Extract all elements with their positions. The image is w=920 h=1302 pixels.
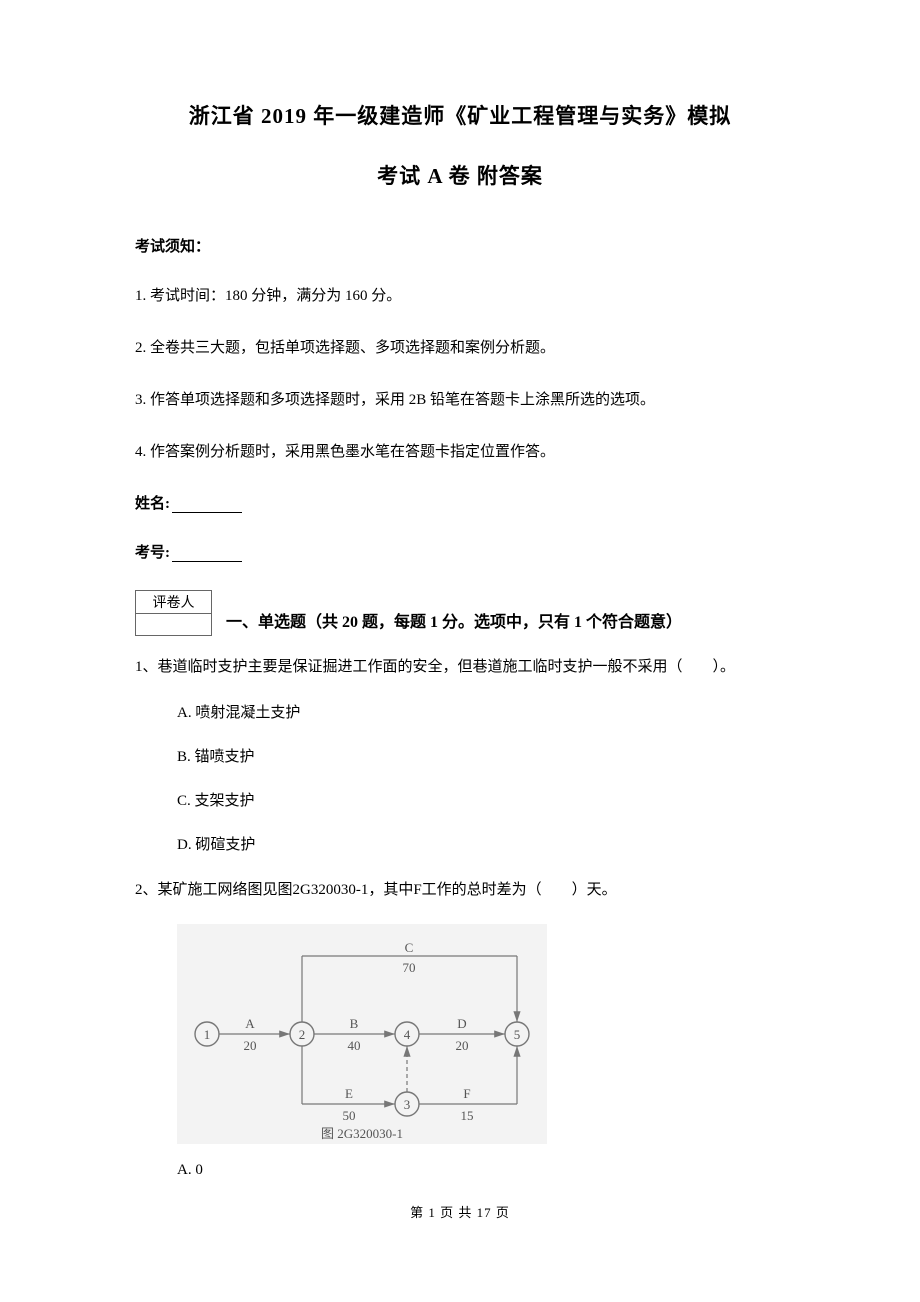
notice-item-1: 1. 考试时间：180 分钟，满分为 160 分。: [135, 284, 785, 308]
edge-d-value: 20: [456, 1038, 469, 1053]
q2-stem: 2、某矿施工网络图见图2G320030-1，其中F工作的总时差为（ ）天。: [135, 877, 785, 904]
section-1-row: 评卷人 一、单选题（共 20 题，每题 1 分。选项中，只有 1 个符合题意）: [135, 590, 785, 636]
grader-box: 评卷人: [135, 590, 212, 636]
edge-a-value: 20: [244, 1038, 257, 1053]
edge-f-label: F: [463, 1086, 470, 1101]
q1-option-c: C. 支架支护: [177, 789, 785, 813]
id-underline: [172, 561, 242, 562]
grader-label: 评卷人: [136, 591, 212, 614]
q2-network-diagram: C 70 A 20 B 40 D 20 E 50 F 15: [177, 924, 547, 1144]
section-1-heading: 一、单选题（共 20 题，每题 1 分。选项中，只有 1 个符合题意）: [226, 610, 682, 636]
node-2-label: 2: [299, 1027, 306, 1042]
notice-item-4: 4. 作答案例分析题时，采用黑色墨水笔在答题卡指定位置作答。: [135, 440, 785, 464]
q1-option-d: D. 砌碹支护: [177, 833, 785, 857]
edge-c-label: C: [405, 940, 414, 955]
edge-d-label: D: [457, 1016, 466, 1031]
node-1-label: 1: [204, 1027, 211, 1042]
name-label: 姓名:: [135, 496, 170, 512]
edge-a-label: A: [245, 1016, 255, 1031]
doc-subtitle: 考试 A 卷 附答案: [135, 160, 785, 190]
page-footer: 第 1 页 共 17 页: [135, 1202, 785, 1221]
grader-empty-cell: [136, 614, 212, 636]
q1-option-b: B. 锚喷支护: [177, 745, 785, 769]
name-underline: [172, 512, 242, 513]
q2-option-a: A. 0: [177, 1158, 785, 1182]
name-field-row: 姓名:: [135, 492, 785, 513]
edge-f-value: 15: [461, 1108, 474, 1123]
edge-e-value: 50: [343, 1108, 356, 1123]
notice-item-3: 3. 作答单项选择题和多项选择题时，采用 2B 铅笔在答题卡上涂黑所选的选项。: [135, 388, 785, 412]
id-label: 考号:: [135, 545, 170, 561]
q2-diagram-wrap: C 70 A 20 B 40 D 20 E 50 F 15: [177, 924, 785, 1144]
page-container: 浙江省 2019 年一级建造师《矿业工程管理与实务》模拟 考试 A 卷 附答案 …: [0, 0, 920, 1261]
doc-title: 浙江省 2019 年一级建造师《矿业工程管理与实务》模拟: [135, 100, 785, 130]
notice-item-2: 2. 全卷共三大题，包括单项选择题、多项选择题和案例分析题。: [135, 336, 785, 360]
notice-header: 考试须知：: [135, 235, 785, 256]
edge-e-label: E: [345, 1086, 353, 1101]
edge-b-label: B: [350, 1016, 359, 1031]
node-4-label: 4: [404, 1027, 411, 1042]
edge-c-value: 70: [403, 960, 416, 975]
q1-stem: 1、巷道临时支护主要是保证掘进工作面的安全，但巷道施工临时支护一般不采用（ ）。: [135, 654, 785, 681]
edge-b-value: 40: [348, 1038, 361, 1053]
diagram-caption: 图 2G320030-1: [321, 1126, 403, 1141]
id-field-row: 考号:: [135, 541, 785, 562]
q1-option-a: A. 喷射混凝土支护: [177, 701, 785, 725]
node-3-label: 3: [404, 1097, 411, 1112]
node-5-label: 5: [514, 1027, 521, 1042]
